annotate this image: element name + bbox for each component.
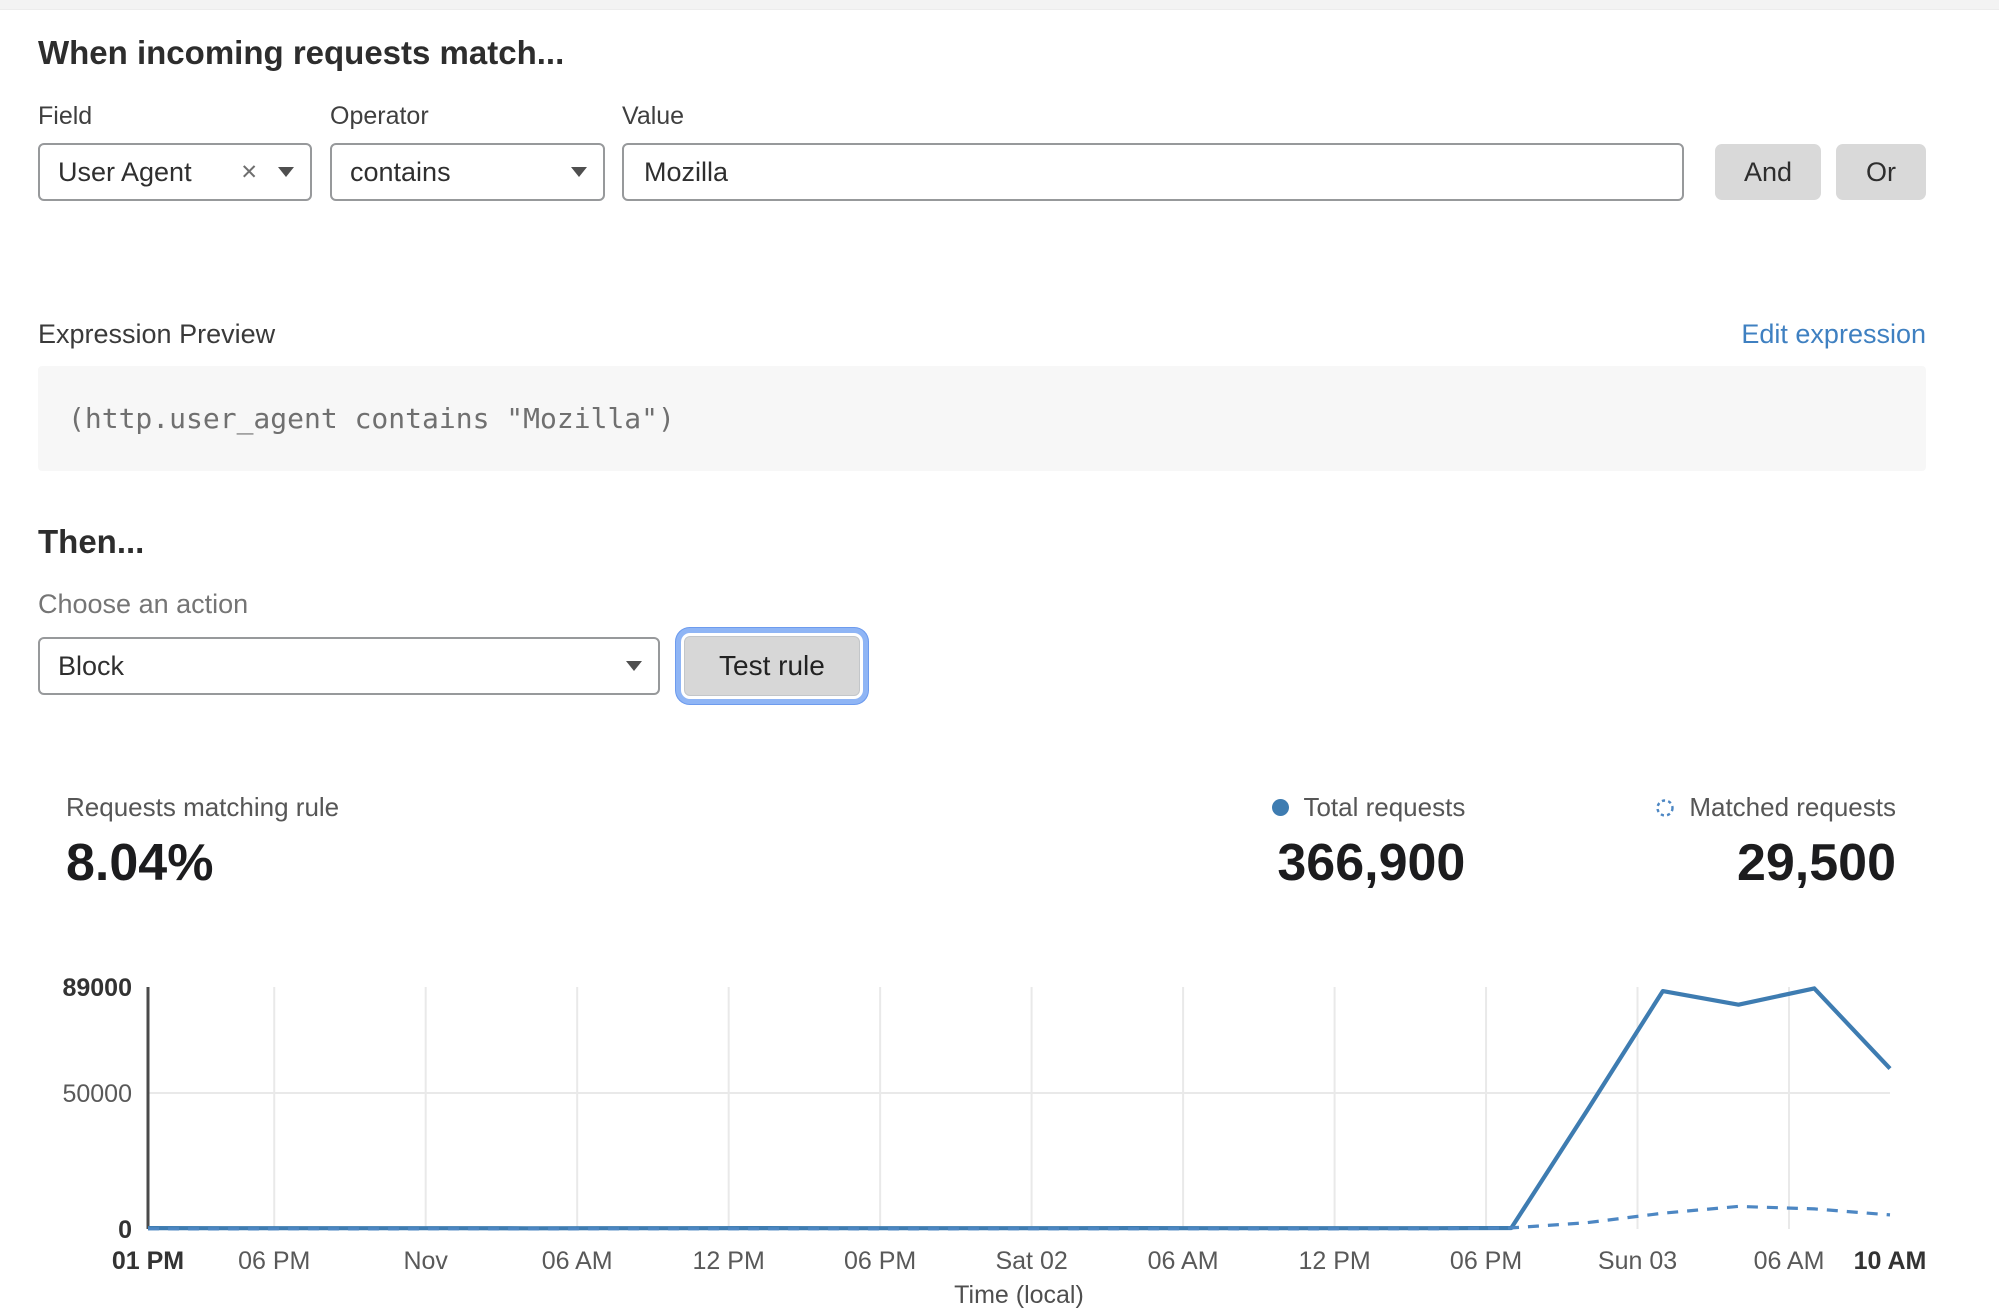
- total-requests-label: Total requests: [1303, 792, 1466, 822]
- chevron-down-icon: [278, 167, 294, 177]
- value-input[interactable]: [622, 143, 1684, 201]
- svg-text:89000: 89000: [62, 974, 132, 1002]
- svg-text:06 AM: 06 AM: [542, 1247, 613, 1275]
- field-label: Field: [38, 102, 93, 130]
- test-rule-button[interactable]: Test rule: [684, 636, 860, 696]
- total-requests-legend[interactable]: Total requests: [1272, 792, 1465, 823]
- svg-text:06 AM: 06 AM: [1148, 1247, 1219, 1275]
- requests-matching-value: 8.04%: [66, 834, 214, 892]
- solid-dot-legend-icon: [1272, 799, 1290, 816]
- field-select[interactable]: User Agent ✕: [38, 143, 312, 201]
- svg-text:12 PM: 12 PM: [693, 1247, 765, 1275]
- clear-field-icon[interactable]: ✕: [240, 160, 258, 184]
- svg-text:Sun 03: Sun 03: [1598, 1247, 1677, 1275]
- operator-select-value: contains: [350, 156, 451, 187]
- expression-code-block: (http.user_agent contains "Mozilla"): [38, 366, 1926, 471]
- edit-expression-link[interactable]: Edit expression: [1741, 319, 1926, 349]
- operator-label: Operator: [330, 102, 429, 130]
- requests-matching-stat: Requests matching rule 8.04%: [66, 792, 339, 893]
- stats-row: Requests matching rule 8.04% Total reque…: [38, 792, 1926, 893]
- svg-text:01 PM: 01 PM: [112, 1247, 184, 1275]
- svg-text:06 PM: 06 PM: [238, 1247, 310, 1275]
- field-select-value: User Agent: [58, 156, 192, 187]
- total-requests-stat: Total requests 366,900: [1272, 792, 1465, 893]
- rule-condition-row: User Agent ✕ contains And Or: [38, 143, 1926, 201]
- chevron-down-icon: [571, 167, 587, 177]
- svg-text:06 AM: 06 AM: [1754, 1247, 1825, 1275]
- action-row: Block Test rule: [38, 636, 1926, 696]
- expression-preview-label: Expression Preview: [38, 319, 276, 349]
- requests-time-series: 0 50000 89000 01 PM 06 PM Nov 06 AM 12 PM 06 PM S…: [62, 974, 1927, 1275]
- matched-requests-label: Matched requests: [1689, 792, 1896, 822]
- operator-select[interactable]: contains: [330, 143, 605, 201]
- svg-text:06 PM: 06 PM: [1450, 1247, 1522, 1275]
- matched-requests-legend[interactable]: Matched requests: [1655, 792, 1896, 823]
- match-heading: When incoming requests match...: [38, 34, 565, 71]
- firewall-rule-editor: When incoming requests match... Field Op…: [0, 34, 1999, 1310]
- field-labels-row: Field Operator Value: [38, 102, 1926, 131]
- svg-text:Sat 02: Sat 02: [995, 1247, 1067, 1275]
- chevron-down-icon: [626, 661, 642, 671]
- requests-chart: 0 50000 89000 01 PM 06 PM Nov 06 AM 12 PM 06 PM S…: [38, 974, 1927, 1310]
- chart-x-axis-title: Time (local): [954, 1281, 1084, 1309]
- action-select[interactable]: Block: [38, 637, 660, 695]
- top-divider: [0, 0, 1999, 10]
- dashed-circle-legend-icon: [1656, 798, 1675, 817]
- svg-text:12 PM: 12 PM: [1298, 1247, 1370, 1275]
- then-heading: Then...: [38, 523, 145, 560]
- svg-text:06 PM: 06 PM: [844, 1247, 916, 1275]
- svg-text:50000: 50000: [62, 1080, 132, 1108]
- expression-code: (http.user_agent contains "Mozilla"): [68, 402, 675, 435]
- choose-action-label: Choose an action: [38, 589, 249, 619]
- matched-requests-value: 29,500: [1736, 834, 1896, 892]
- action-select-value: Block: [58, 650, 125, 681]
- svg-text:Nov: Nov: [403, 1247, 448, 1275]
- total-requests-value: 366,900: [1277, 834, 1466, 892]
- svg-text:10 AM: 10 AM: [1854, 1247, 1927, 1275]
- and-button[interactable]: And: [1715, 144, 1821, 200]
- value-label: Value: [622, 102, 685, 130]
- or-button[interactable]: Or: [1836, 144, 1926, 200]
- expression-preview-header: Expression Preview Edit expression: [38, 319, 1926, 350]
- svg-text:0: 0: [118, 1216, 132, 1244]
- matched-requests-stat: Matched requests 29,500: [1655, 792, 1896, 893]
- requests-matching-label: Requests matching rule: [66, 792, 340, 822]
